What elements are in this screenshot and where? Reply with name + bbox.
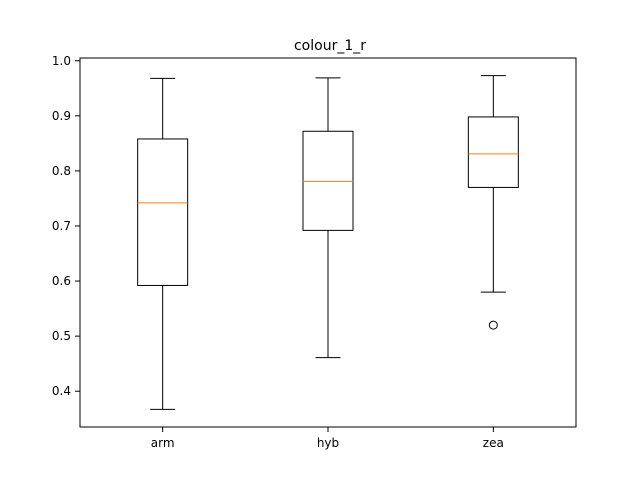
iqr-box: [137, 138, 189, 286]
plot-area-frame: [79, 57, 577, 428]
outlier-point: [488, 320, 498, 330]
boxes-layer: [137, 75, 519, 410]
iqr-box: [467, 116, 519, 188]
box-arm: [137, 77, 189, 410]
y-tick-label: 0.5: [52, 329, 71, 343]
y-tick-label: 1.0: [52, 54, 71, 68]
x-tick-label: zea: [483, 436, 504, 450]
y-tick-label: 0.9: [52, 109, 71, 123]
y-axis: 0.4 0.5 0.6 0.7 0.8 0.9 1.0: [52, 54, 80, 398]
iqr-box: [302, 130, 354, 231]
x-tick-label: arm: [151, 436, 175, 450]
chart-title: colour_1_r: [294, 38, 366, 54]
y-tick-label: 0.8: [52, 164, 71, 178]
x-axis: arm hyb zea: [151, 427, 504, 450]
box-hyb: [302, 77, 354, 359]
y-tick-label: 0.4: [52, 384, 71, 398]
x-tick-label: hyb: [317, 436, 339, 450]
y-tick-label: 0.6: [52, 274, 71, 288]
box-zea: [467, 75, 519, 330]
y-tick-label: 0.7: [52, 219, 71, 233]
